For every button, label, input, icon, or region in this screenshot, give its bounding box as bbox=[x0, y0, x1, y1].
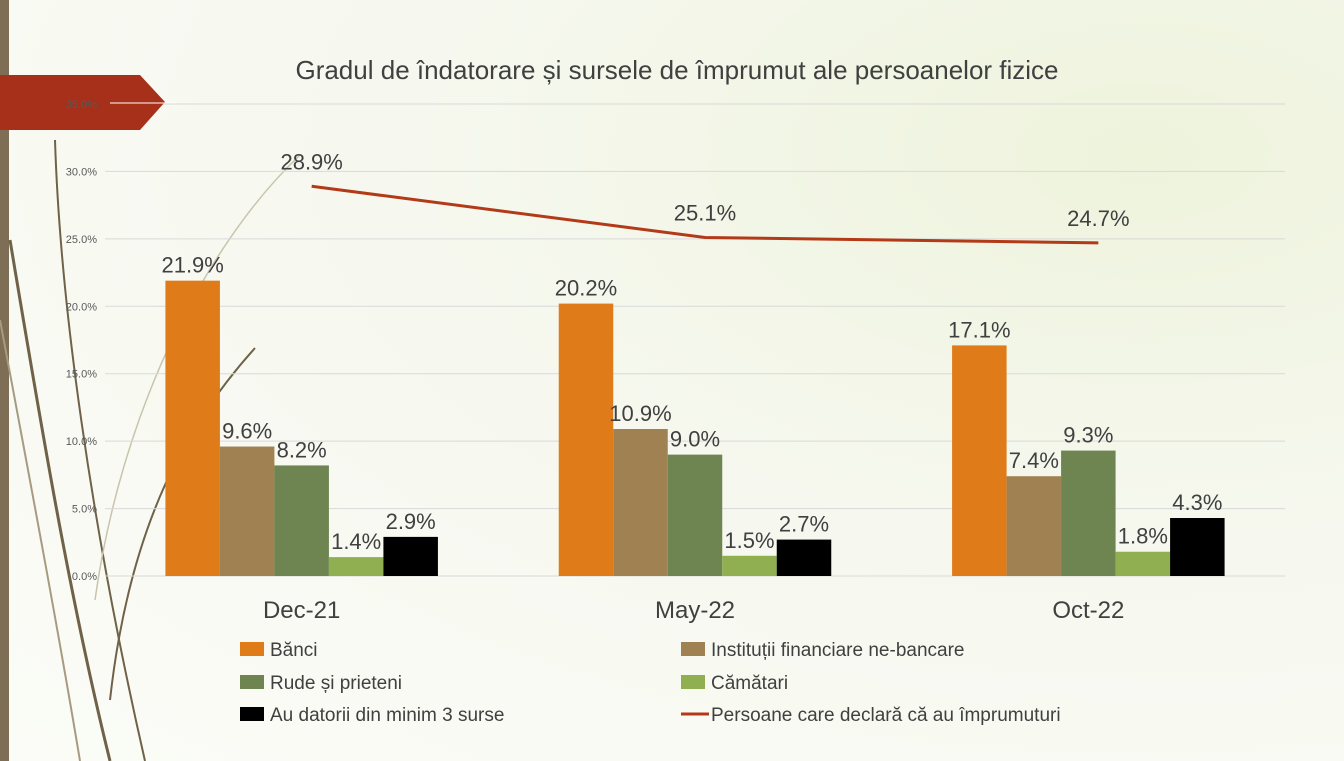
bar bbox=[219, 446, 275, 576]
bar bbox=[274, 465, 329, 576]
bar bbox=[667, 454, 723, 576]
y-tick-label: 0.0% bbox=[72, 571, 97, 583]
bar-data-label: 1.4% bbox=[331, 529, 381, 554]
line-data-label: 24.7% bbox=[1067, 206, 1129, 231]
line-data-label: 28.9% bbox=[280, 149, 342, 174]
bar bbox=[1115, 551, 1171, 576]
bar bbox=[613, 429, 668, 576]
y-tick-label: 5.0% bbox=[72, 504, 97, 516]
x-category-label: May-22 bbox=[655, 597, 735, 624]
bar-data-label: 2.7% bbox=[779, 512, 829, 537]
bar bbox=[328, 557, 384, 576]
bar bbox=[722, 555, 777, 576]
legend-swatch bbox=[240, 675, 264, 689]
bar-data-label: 1.8% bbox=[1118, 524, 1168, 549]
y-tick-label: 30.0% bbox=[66, 166, 97, 178]
bar-data-label: 8.2% bbox=[277, 437, 327, 462]
line-series bbox=[311, 184, 1099, 245]
bar-data-label: 21.9% bbox=[161, 253, 223, 278]
y-tick-label: 20.0% bbox=[66, 301, 97, 313]
y-tick-label: 15.0% bbox=[66, 369, 97, 381]
bar bbox=[383, 536, 438, 576]
bar bbox=[1061, 450, 1116, 576]
bar-data-label: 17.1% bbox=[948, 317, 1010, 342]
chart-title: Gradul de îndatorare și sursele de împru… bbox=[295, 55, 1058, 85]
bar-data-label: 20.2% bbox=[555, 276, 617, 301]
legend-label: Cămătari bbox=[711, 673, 788, 694]
vine-decoration bbox=[0, 139, 301, 761]
bar-data-label: 2.9% bbox=[386, 509, 436, 534]
legend-label: Au datorii din minim 3 surse bbox=[270, 705, 504, 726]
y-tick-label: 25.0% bbox=[66, 234, 97, 246]
bar-data-label: 9.6% bbox=[222, 419, 272, 444]
bar-data-label: 4.3% bbox=[1172, 490, 1222, 515]
legend-swatch bbox=[681, 642, 705, 656]
y-tick-label: 35.0% bbox=[66, 99, 97, 111]
bar bbox=[1006, 476, 1062, 576]
legend-swatch bbox=[681, 675, 705, 689]
bar-data-label: 9.3% bbox=[1063, 423, 1113, 448]
left-banner bbox=[0, 75, 175, 130]
legend-label: Rude și prieteni bbox=[270, 673, 402, 694]
x-category-label: Oct-22 bbox=[1052, 597, 1124, 624]
bar bbox=[1170, 518, 1225, 576]
legend-label: Instituții financiare ne-bancare bbox=[711, 640, 964, 661]
x-category-label: Dec-21 bbox=[263, 597, 340, 624]
bar-data-label: 10.9% bbox=[609, 401, 671, 426]
y-tick-label: 10.0% bbox=[66, 436, 97, 448]
legend-label: Persoane care declară că au împrumuturi bbox=[711, 705, 1061, 726]
bar bbox=[165, 280, 220, 576]
legend-swatch bbox=[240, 707, 264, 721]
bar-data-label: 9.0% bbox=[670, 427, 720, 452]
bar bbox=[776, 539, 832, 576]
bar bbox=[952, 345, 1007, 576]
legend-label: Bănci bbox=[270, 640, 318, 661]
bar-data-label: 7.4% bbox=[1009, 448, 1059, 473]
bar-data-label: 1.5% bbox=[724, 528, 774, 553]
line-data-label: 25.1% bbox=[674, 201, 736, 226]
left-decorative-strip bbox=[0, 0, 9, 761]
bar bbox=[558, 303, 614, 576]
legend-swatch bbox=[240, 642, 264, 656]
